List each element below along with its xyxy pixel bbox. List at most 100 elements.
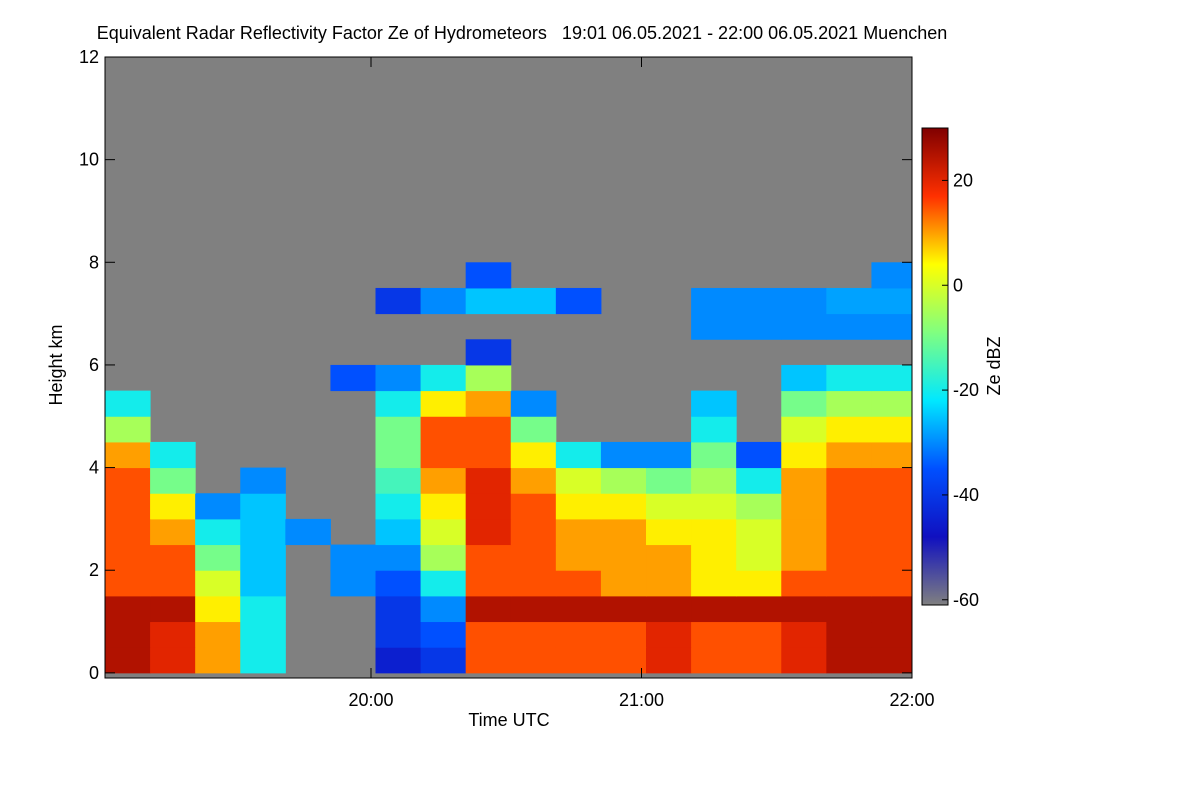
- heatmap-cell: [420, 544, 467, 571]
- y-tick-label: 4: [89, 458, 99, 478]
- heatmap-cell: [871, 416, 912, 443]
- heatmap-cell: [871, 287, 912, 315]
- heatmap-cell: [736, 287, 782, 315]
- heatmap-cell: [150, 493, 196, 520]
- colorbar-tick-label: -40: [953, 485, 979, 505]
- heatmap-cell: [691, 390, 737, 417]
- heatmap-cell: [826, 416, 872, 443]
- heatmap-cell: [240, 518, 286, 546]
- heatmap-cell: [781, 570, 827, 597]
- heatmap-cell: [781, 544, 827, 571]
- heatmap-cell: [150, 570, 196, 597]
- heatmap-cell: [691, 544, 737, 571]
- plot-frame: [104, 56, 913, 679]
- heatmap-cell: [105, 647, 151, 674]
- heatmap-cell: [736, 570, 782, 597]
- heatmap-cell: [510, 287, 557, 315]
- heatmap-cell: [826, 364, 872, 392]
- heatmap-cell: [555, 647, 602, 674]
- heatmap-cell: [105, 416, 151, 443]
- heatmap-cell: [600, 493, 647, 520]
- heatmap-cell: [150, 621, 196, 648]
- heatmap-cell: [736, 467, 782, 494]
- y-tick-label: 2: [89, 560, 99, 580]
- heatmap-cell: [420, 441, 467, 469]
- heatmap-cell: [600, 518, 647, 546]
- heatmap-cell: [195, 493, 241, 520]
- heatmap-cell: [105, 441, 151, 469]
- heatmap-cell: [781, 621, 827, 648]
- heatmap-cell: [826, 390, 872, 417]
- heatmap-cell: [691, 313, 737, 340]
- heatmap-cell: [150, 647, 196, 674]
- heatmap-cell: [195, 621, 241, 648]
- heatmap-cell: [420, 493, 467, 520]
- colorbar-tick-label: 0: [953, 275, 963, 295]
- heatmap-cell: [420, 595, 467, 623]
- heatmap-cell: [150, 595, 196, 623]
- heatmap-cell: [826, 493, 872, 520]
- heatmap-cell: [871, 364, 912, 392]
- heatmap-cell: [646, 467, 692, 494]
- heatmap-cell: [826, 570, 872, 597]
- heatmap-cell: [465, 647, 512, 674]
- heatmap-cell: [375, 621, 422, 648]
- y-tick-label: 0: [89, 663, 99, 683]
- heatmap-cell: [330, 364, 377, 392]
- heatmap-cell: [285, 518, 331, 546]
- heatmap-cell: [465, 518, 512, 546]
- x-tick-label: 20:00: [348, 690, 393, 710]
- heatmap-cell: [555, 518, 602, 546]
- heatmap-cell: [375, 570, 422, 597]
- heatmap-cell: [691, 518, 737, 546]
- heatmap-cell: [646, 518, 692, 546]
- heatmap-cell: [781, 313, 827, 340]
- heatmap-cell: [375, 364, 422, 392]
- heatmap-cell: [375, 595, 422, 623]
- colorbar-tick-label: 20: [953, 170, 973, 190]
- heatmap-cell: [736, 595, 782, 623]
- heatmap-cell: [871, 518, 912, 546]
- heatmap-cell: [465, 570, 512, 597]
- heatmap-cell: [691, 647, 737, 674]
- heatmap-cell: [600, 441, 647, 469]
- heatmap-cell: [646, 647, 692, 674]
- heatmap-cell: [420, 364, 467, 392]
- heatmap-cell: [736, 647, 782, 674]
- heatmap-cell: [105, 518, 151, 546]
- heatmap-cell: [195, 570, 241, 597]
- heatmap-cell: [555, 595, 602, 623]
- heatmap-cell: [510, 493, 557, 520]
- heatmap-cell: [375, 467, 422, 494]
- heatmap-cell: [736, 313, 782, 340]
- heatmap-cell: [510, 570, 557, 597]
- colorbar-tick-label: -20: [953, 380, 979, 400]
- heatmap-cell: [871, 441, 912, 469]
- heatmap-cell: [646, 441, 692, 469]
- heatmap-cell: [646, 493, 692, 520]
- y-axis-label: Height km: [46, 324, 66, 405]
- heatmap-cell: [826, 313, 872, 340]
- colorbar-label: Ze dBZ: [984, 336, 1004, 395]
- heatmap-cell: [510, 647, 557, 674]
- heatmap-cell: [105, 493, 151, 520]
- heatmap-cell: [375, 416, 422, 443]
- heatmap-cell: [600, 544, 647, 571]
- heatmap-cell: [646, 621, 692, 648]
- heatmap-cell: [826, 621, 872, 648]
- heatmap-cell: [465, 390, 512, 417]
- heatmap-cell: [375, 518, 422, 546]
- heatmap-cell: [555, 621, 602, 648]
- heatmap-cell: [826, 595, 872, 623]
- heatmap-cell: [420, 518, 467, 546]
- y-tick-label: 8: [89, 252, 99, 272]
- heatmap-cell: [555, 493, 602, 520]
- heatmap-cell: [240, 467, 286, 494]
- y-tick-label: 6: [89, 355, 99, 375]
- heatmap-cell: [736, 441, 782, 469]
- heatmap-cell: [691, 621, 737, 648]
- heatmap-cell: [871, 621, 912, 648]
- heatmap-cell: [826, 441, 872, 469]
- heatmap-cell: [871, 647, 912, 674]
